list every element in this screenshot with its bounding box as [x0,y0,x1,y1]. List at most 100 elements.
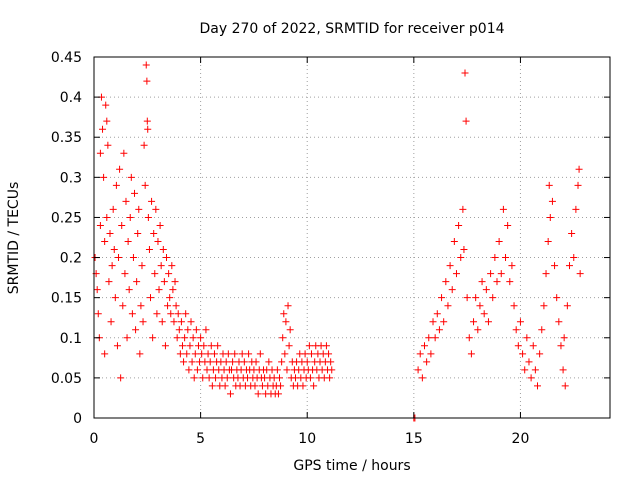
data-point [197,334,205,342]
data-point [322,342,330,350]
data-point [145,246,153,254]
data-point [467,350,475,358]
data-point [516,318,524,326]
y-axis-label: SRMTID / TECUs [6,182,22,295]
data-point [102,101,110,109]
data-point [126,213,134,221]
data-point [303,358,311,366]
data-point [161,342,169,350]
data-point [204,350,212,358]
data-point [162,254,170,262]
data-point [147,294,155,302]
data-point [283,366,291,374]
data-point [111,294,119,302]
data-point [565,262,573,270]
data-point [484,318,492,326]
data-point [487,270,495,278]
data-point [210,350,218,358]
data-point [545,181,553,189]
data-point [143,77,151,85]
data-point [156,221,164,229]
data-point [240,358,248,366]
data-point [325,350,333,358]
data-point [459,205,467,213]
data-point [127,173,135,181]
data-point [568,229,576,237]
data-point [238,350,246,358]
data-point [274,390,282,398]
x-tick-label: 15 [405,431,423,447]
data-point [301,350,309,358]
data-point [251,382,259,390]
data-point [452,270,460,278]
data-point [153,310,161,318]
y-tick-label: 0.35 [51,130,82,146]
data-point [420,342,428,350]
data-point [493,278,501,286]
data-point [123,334,131,342]
data-point [470,318,478,326]
data-point [521,366,529,374]
data-point [144,213,152,221]
data-point [265,358,273,366]
data-point [132,326,140,334]
y-tick-label: 0.2 [60,251,82,267]
data-point [553,294,561,302]
data-point [118,221,126,229]
data-point [149,334,157,342]
data-point [502,254,510,262]
data-point [170,318,178,326]
data-point [326,374,334,382]
data-point [221,382,229,390]
data-point [570,254,578,262]
data-point [560,334,568,342]
data-point [117,374,125,382]
data-point [281,350,289,358]
data-point [144,125,152,133]
data-point [536,350,544,358]
data-point [508,262,516,270]
data-point [256,350,264,358]
data-point [307,350,315,358]
data-point [191,350,199,358]
data-point [110,246,118,254]
data-point [133,278,141,286]
data-point [176,350,184,358]
data-point [444,302,452,310]
data-point [158,318,166,326]
data-point [108,262,116,270]
data-point [455,221,463,229]
data-point [160,278,168,286]
data-point [188,358,196,366]
data-point [113,342,121,350]
data-point [192,326,200,334]
data-point [222,358,230,366]
data-point [152,205,160,213]
data-point [460,246,468,254]
data-point [416,350,424,358]
y-tick-label: 0.15 [51,291,82,307]
data-point [284,302,292,310]
data-point [551,262,559,270]
data-point [96,149,104,157]
data-point [141,181,149,189]
y-tick-label: 0.45 [51,50,82,66]
data-point [185,366,193,374]
data-point [279,334,287,342]
data-point [104,141,112,149]
data-point [440,318,448,326]
data-point [107,318,115,326]
data-point [299,382,307,390]
data-point [207,342,215,350]
data-point [327,358,335,366]
data-point [277,382,285,390]
data-point [120,149,128,157]
data-point [148,197,156,205]
data-point [540,302,548,310]
data-point [504,221,512,229]
data-point [472,294,480,302]
data-point [124,238,132,246]
data-point [177,318,185,326]
data-point [482,286,490,294]
data-point [103,213,111,221]
